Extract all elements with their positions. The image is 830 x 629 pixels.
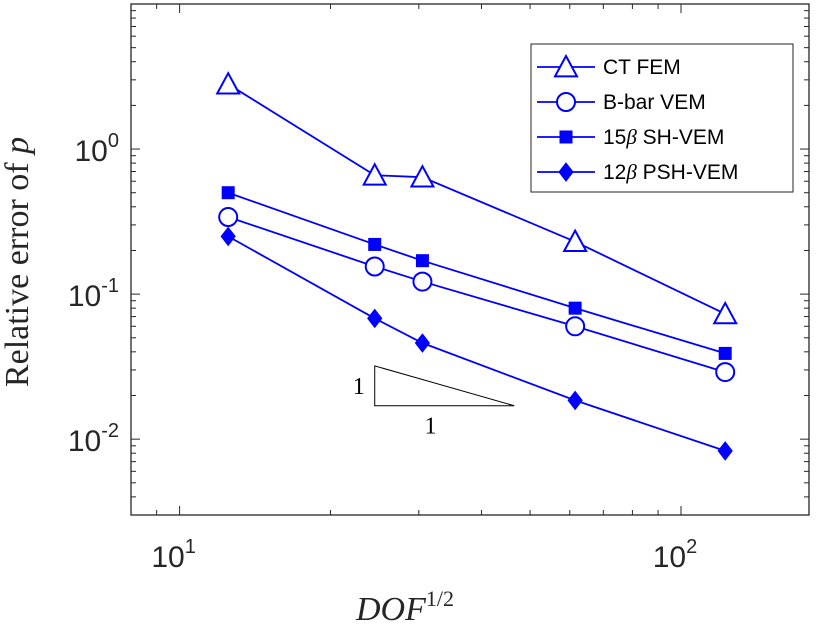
legend: CT FEM B-bar VEM 15β SH-VEM 12β PSH-VEM: [530, 43, 794, 193]
x-axis-label-exp: 1/2: [426, 586, 454, 611]
data-point: [415, 254, 429, 268]
data-point: [414, 333, 431, 353]
legend-label: B-bar VEM: [603, 91, 706, 114]
y-axis-label-var: p: [0, 137, 36, 156]
axes-box: [130, 3, 810, 516]
svg-text:DOF1/2: DOF1/2: [355, 586, 454, 628]
svg-text:Relative error of p: Relative error of p: [0, 137, 36, 387]
slope-triangle: 11: [353, 365, 515, 440]
y-tick-label: 10-1: [68, 275, 119, 313]
series-layer: [215, 71, 738, 461]
data-point: [568, 301, 582, 315]
data-point: [412, 271, 433, 292]
x-axis-label: DOF1/2: [355, 586, 454, 628]
y-tick-label: 10-2: [68, 420, 119, 458]
data-point: [220, 226, 236, 247]
x-axis-label-base: DOF: [355, 591, 427, 628]
legend-entry-0: CT FEM: [537, 53, 681, 79]
legend-label: 15β SH-VEM: [603, 125, 724, 149]
series-2: [221, 186, 732, 360]
y-axis-label-accent: ~: [0, 135, 12, 153]
axes: 101 102 10-2 10-1 100: [68, 3, 810, 574]
data-point: [368, 237, 382, 251]
data-point: [221, 186, 235, 200]
data-point: [367, 308, 383, 329]
data-point: [562, 228, 588, 252]
data-point: [718, 346, 732, 360]
series-3: [220, 226, 733, 461]
x-tick-label: 102: [653, 536, 698, 574]
slope-vertical-label: 1: [353, 374, 365, 400]
y-tick-label: 100: [75, 130, 120, 168]
slope-horizontal-label: 1: [424, 414, 436, 440]
data-point: [717, 441, 733, 461]
legend-label: CT FEM: [603, 56, 681, 79]
data-point: [567, 390, 583, 411]
slope-triangle-shape: [374, 365, 515, 407]
data-point: [218, 207, 239, 228]
data-point: [364, 256, 385, 277]
legend-entry-1: B-bar VEM: [537, 91, 706, 114]
data-point: [565, 316, 586, 337]
data-point: [715, 362, 736, 383]
series-0: [215, 71, 738, 325]
y-axis-label: Relative error of p ~: [0, 135, 36, 387]
legend-marker: [556, 92, 576, 112]
data-point: [215, 71, 241, 95]
data-point: [362, 162, 388, 186]
legend-entry-3: 12β PSH-VEM: [537, 160, 738, 184]
y-axis-label-prefix: Relative error of: [0, 154, 36, 387]
series-1: [218, 207, 736, 383]
data-point: [409, 164, 436, 188]
legend-marker: [558, 162, 574, 182]
legend-box: [530, 43, 794, 193]
legend-label: 12β PSH-VEM: [603, 160, 738, 184]
legend-marker: [553, 53, 579, 78]
data-point: [712, 300, 738, 325]
x-tick-label: 101: [151, 536, 196, 574]
legend-entry-2: 15β SH-VEM: [537, 125, 724, 149]
legend-marker: [559, 130, 573, 144]
